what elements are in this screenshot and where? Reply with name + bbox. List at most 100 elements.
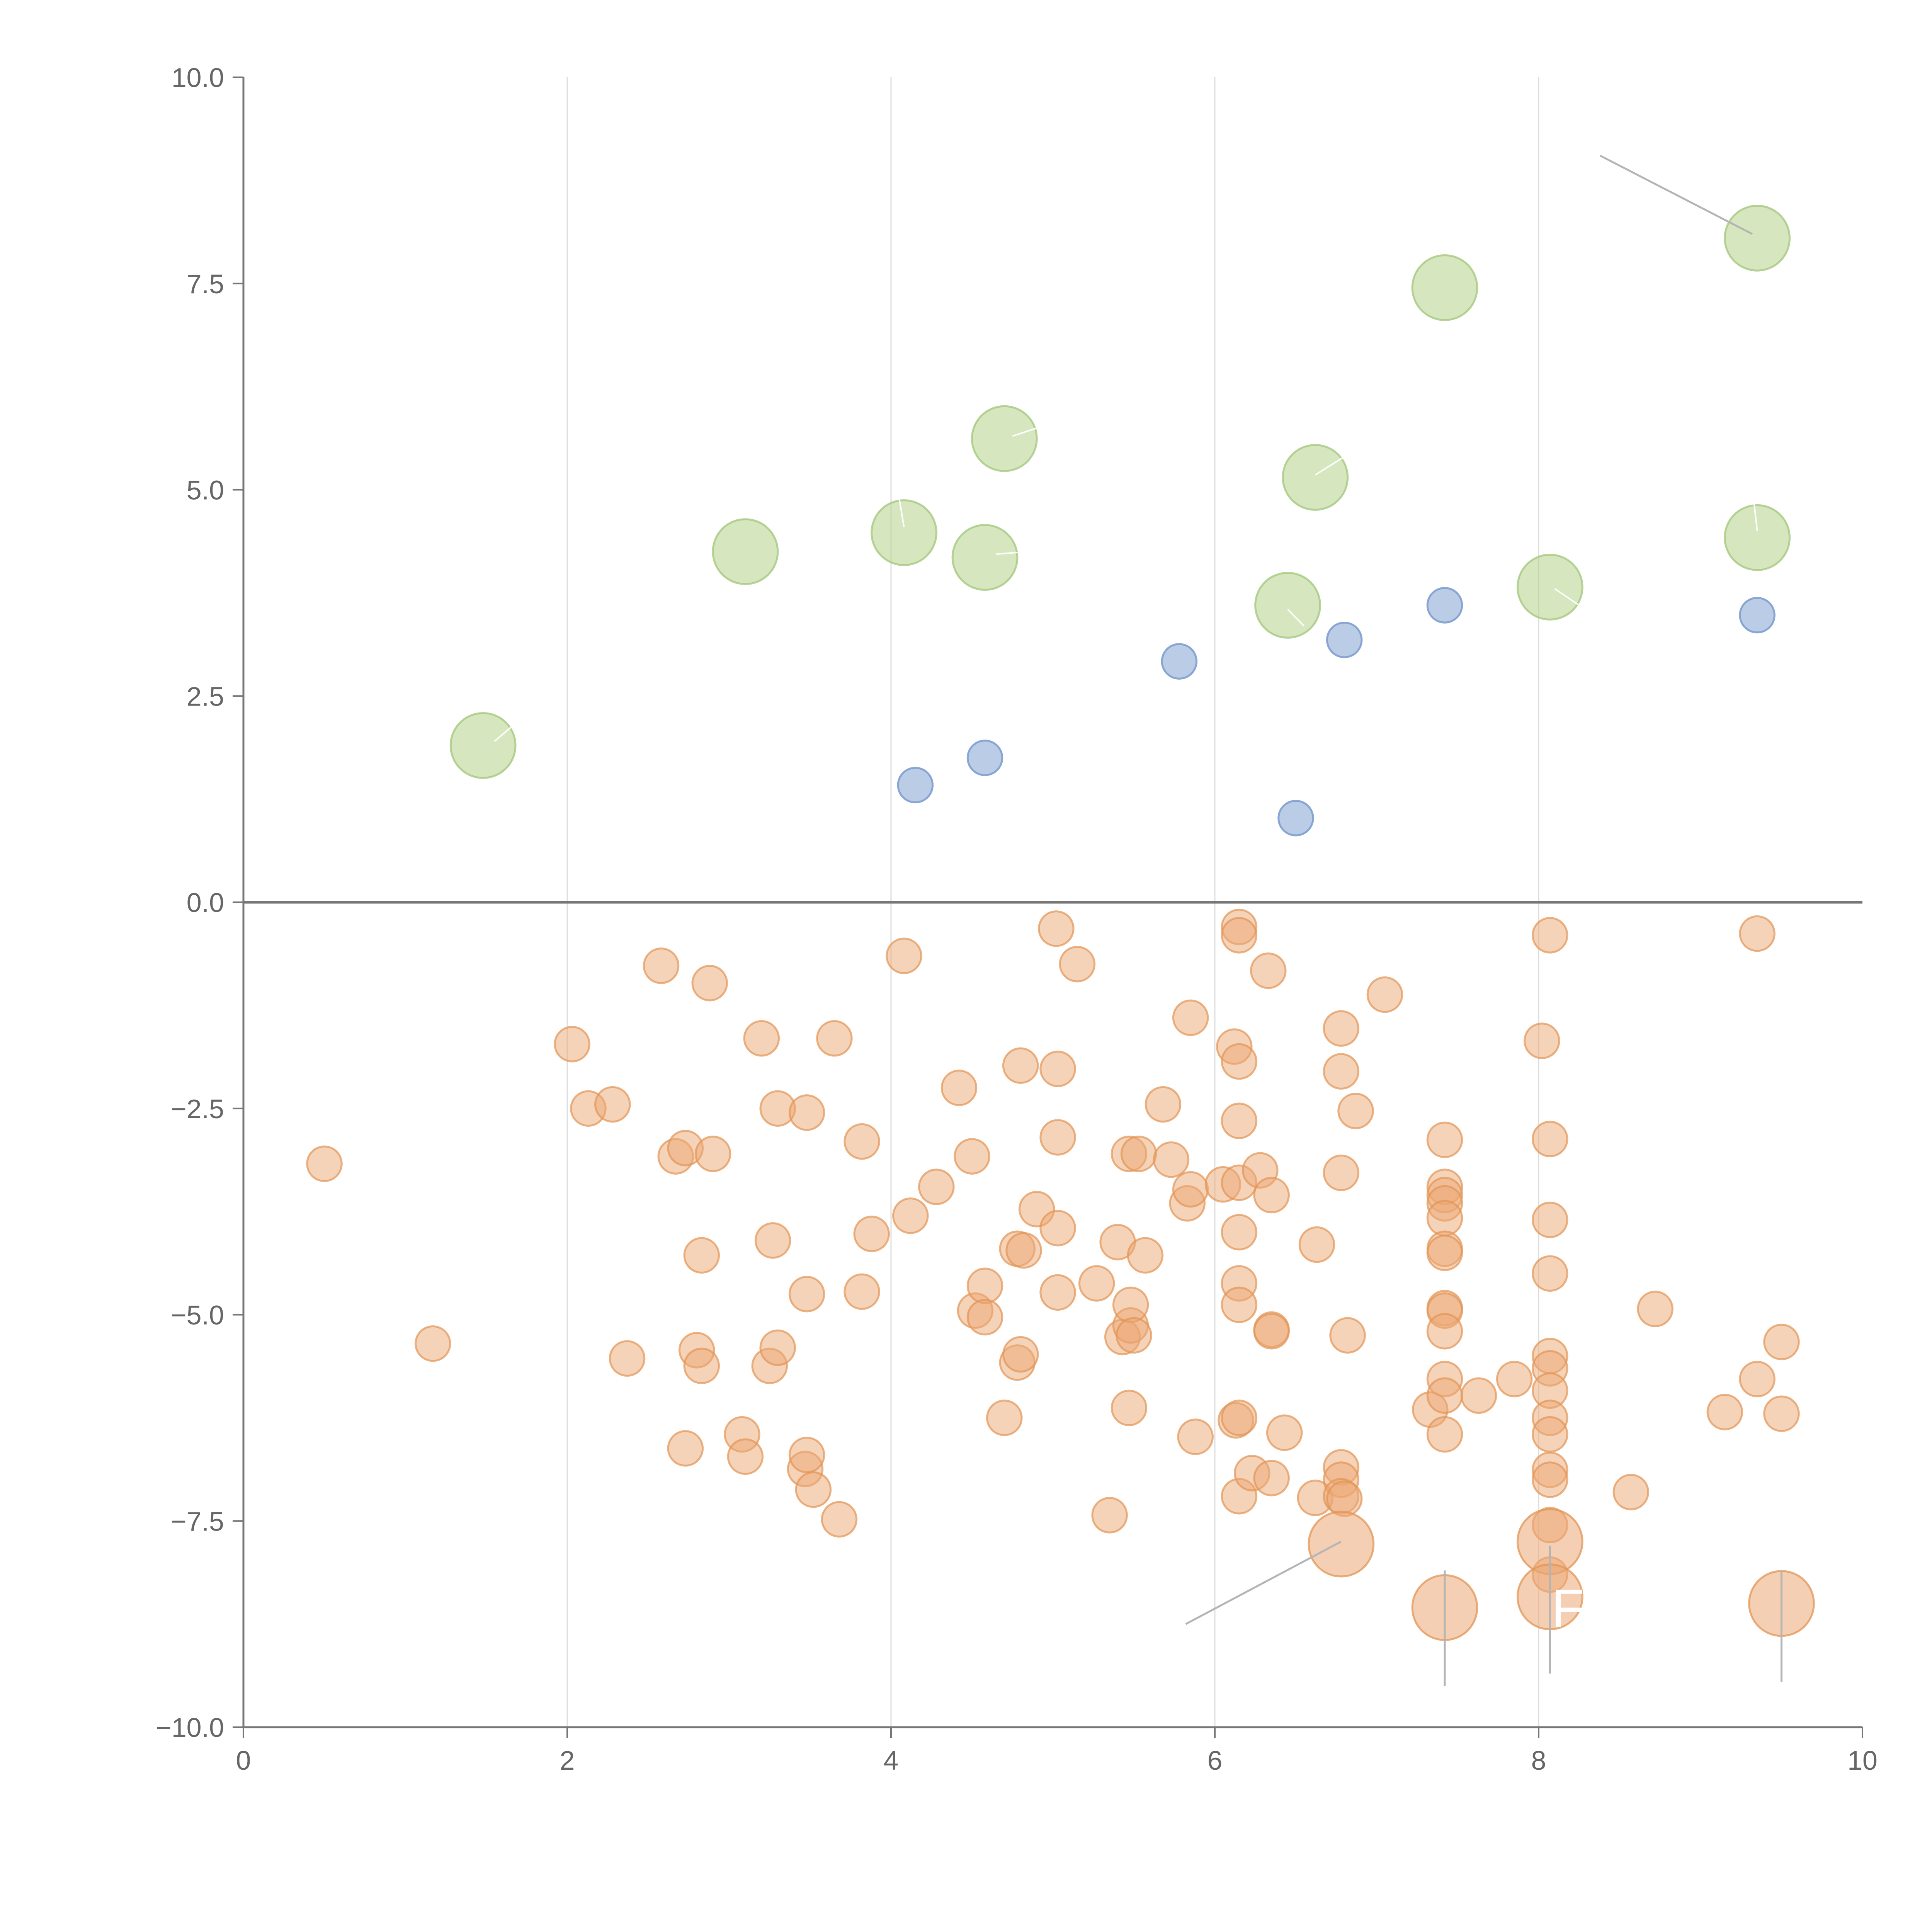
data-point[interactable] <box>816 1020 853 1057</box>
data-point[interactable] <box>1221 1400 1258 1436</box>
data-point[interactable] <box>1637 1291 1673 1327</box>
data-point[interactable] <box>795 1471 832 1508</box>
data-point[interactable] <box>1253 1313 1290 1350</box>
data-point[interactable] <box>821 1501 858 1538</box>
data-point[interactable] <box>554 1026 590 1063</box>
data-point[interactable] <box>1524 1022 1560 1059</box>
data-point[interactable] <box>1253 1459 1290 1497</box>
data-point[interactable] <box>1039 1051 1076 1087</box>
data-point[interactable] <box>844 1123 880 1160</box>
data-point[interactable] <box>727 1438 764 1475</box>
data-point[interactable] <box>788 1094 825 1131</box>
data-point[interactable] <box>1153 1141 1190 1178</box>
data-point[interactable] <box>414 1325 451 1362</box>
data-point[interactable] <box>1516 554 1583 621</box>
data-point[interactable] <box>1282 444 1349 511</box>
data-point[interactable] <box>1145 1086 1182 1123</box>
data-point[interactable] <box>1172 1171 1209 1208</box>
data-point[interactable] <box>954 1138 990 1175</box>
data-point[interactable] <box>1532 1121 1568 1157</box>
data-point[interactable] <box>1329 1317 1366 1354</box>
data-point[interactable] <box>594 1086 631 1123</box>
data-point[interactable] <box>853 1216 890 1252</box>
data-point[interactable] <box>1763 1395 1800 1432</box>
data-point[interactable] <box>1002 1336 1039 1373</box>
data-point[interactable] <box>1078 1265 1115 1302</box>
data-point[interactable] <box>1039 1119 1076 1156</box>
data-point[interactable] <box>691 964 728 1002</box>
data-point[interactable] <box>743 1020 780 1057</box>
data-point[interactable] <box>1039 1274 1076 1311</box>
data-point[interactable] <box>1221 1286 1258 1323</box>
data-point[interactable] <box>1366 976 1403 1013</box>
data-point[interactable] <box>1532 917 1568 954</box>
data-point[interactable] <box>966 740 1003 776</box>
data-point[interactable] <box>1426 1235 1463 1271</box>
data-point[interactable] <box>1411 254 1478 321</box>
data-point[interactable] <box>1460 1377 1497 1414</box>
data-point[interactable] <box>667 1430 704 1467</box>
data-point[interactable] <box>1177 1418 1214 1455</box>
data-point[interactable] <box>1298 1226 1335 1263</box>
data-point[interactable] <box>1426 1313 1463 1350</box>
data-point[interactable] <box>1612 1474 1650 1510</box>
data-point[interactable] <box>1221 1102 1258 1139</box>
data-point[interactable] <box>1323 1155 1360 1191</box>
data-point[interactable] <box>1038 910 1075 947</box>
data-point[interactable] <box>1426 1377 1463 1414</box>
data-point[interactable] <box>1496 1361 1533 1398</box>
data-point[interactable] <box>683 1237 720 1274</box>
data-point[interactable] <box>694 1135 731 1172</box>
data-point[interactable] <box>844 1273 880 1310</box>
data-point[interactable] <box>1739 1361 1776 1398</box>
data-point[interactable] <box>683 1347 720 1384</box>
data-point[interactable] <box>609 1340 646 1377</box>
data-point[interactable] <box>886 937 922 975</box>
data-point[interactable] <box>1426 1121 1463 1158</box>
data-point[interactable] <box>971 405 1038 472</box>
data-point[interactable] <box>897 767 934 804</box>
data-point[interactable] <box>1161 643 1198 680</box>
data-point[interactable] <box>1254 571 1321 639</box>
data-point[interactable] <box>1337 1092 1374 1129</box>
data-point[interactable] <box>1111 1389 1148 1427</box>
data-point[interactable] <box>1532 1461 1568 1498</box>
data-point[interactable] <box>788 1437 825 1473</box>
data-point[interactable] <box>1172 999 1209 1036</box>
data-point[interactable] <box>1253 1177 1290 1214</box>
data-point[interactable] <box>1308 1510 1375 1578</box>
data-point[interactable] <box>306 1145 343 1182</box>
data-point[interactable] <box>712 518 779 585</box>
data-point[interactable] <box>1763 1323 1800 1361</box>
data-point[interactable] <box>1250 952 1287 989</box>
data-point[interactable] <box>986 1400 1023 1436</box>
data-point[interactable] <box>759 1329 796 1366</box>
data-point[interactable] <box>1002 1047 1039 1084</box>
data-point[interactable] <box>1724 504 1791 571</box>
data-point[interactable] <box>966 1299 1003 1336</box>
data-point[interactable] <box>754 1222 791 1259</box>
data-point[interactable] <box>1059 946 1096 983</box>
data-point[interactable] <box>1266 1414 1303 1451</box>
data-point[interactable] <box>892 1197 929 1234</box>
data-point[interactable] <box>1326 1480 1363 1517</box>
data-point[interactable] <box>643 947 680 984</box>
data-point[interactable] <box>1116 1317 1152 1354</box>
data-point[interactable] <box>788 1276 825 1313</box>
data-point[interactable] <box>1426 1416 1463 1453</box>
data-point[interactable] <box>1323 1053 1360 1090</box>
data-point[interactable] <box>1532 1201 1568 1238</box>
data-point[interactable] <box>449 712 517 779</box>
data-point[interactable] <box>1091 1497 1128 1534</box>
data-point[interactable] <box>966 1267 1003 1304</box>
data-point[interactable] <box>918 1168 955 1205</box>
data-point[interactable] <box>1221 1043 1258 1080</box>
data-point[interactable] <box>1039 1210 1076 1247</box>
data-point[interactable] <box>1277 799 1314 837</box>
data-point[interactable] <box>940 1070 978 1106</box>
data-point[interactable] <box>1326 621 1363 658</box>
data-point[interactable] <box>1112 1286 1149 1323</box>
data-point[interactable] <box>1221 1214 1258 1251</box>
data-point[interactable] <box>1706 1394 1743 1430</box>
data-point[interactable] <box>1120 1135 1157 1172</box>
